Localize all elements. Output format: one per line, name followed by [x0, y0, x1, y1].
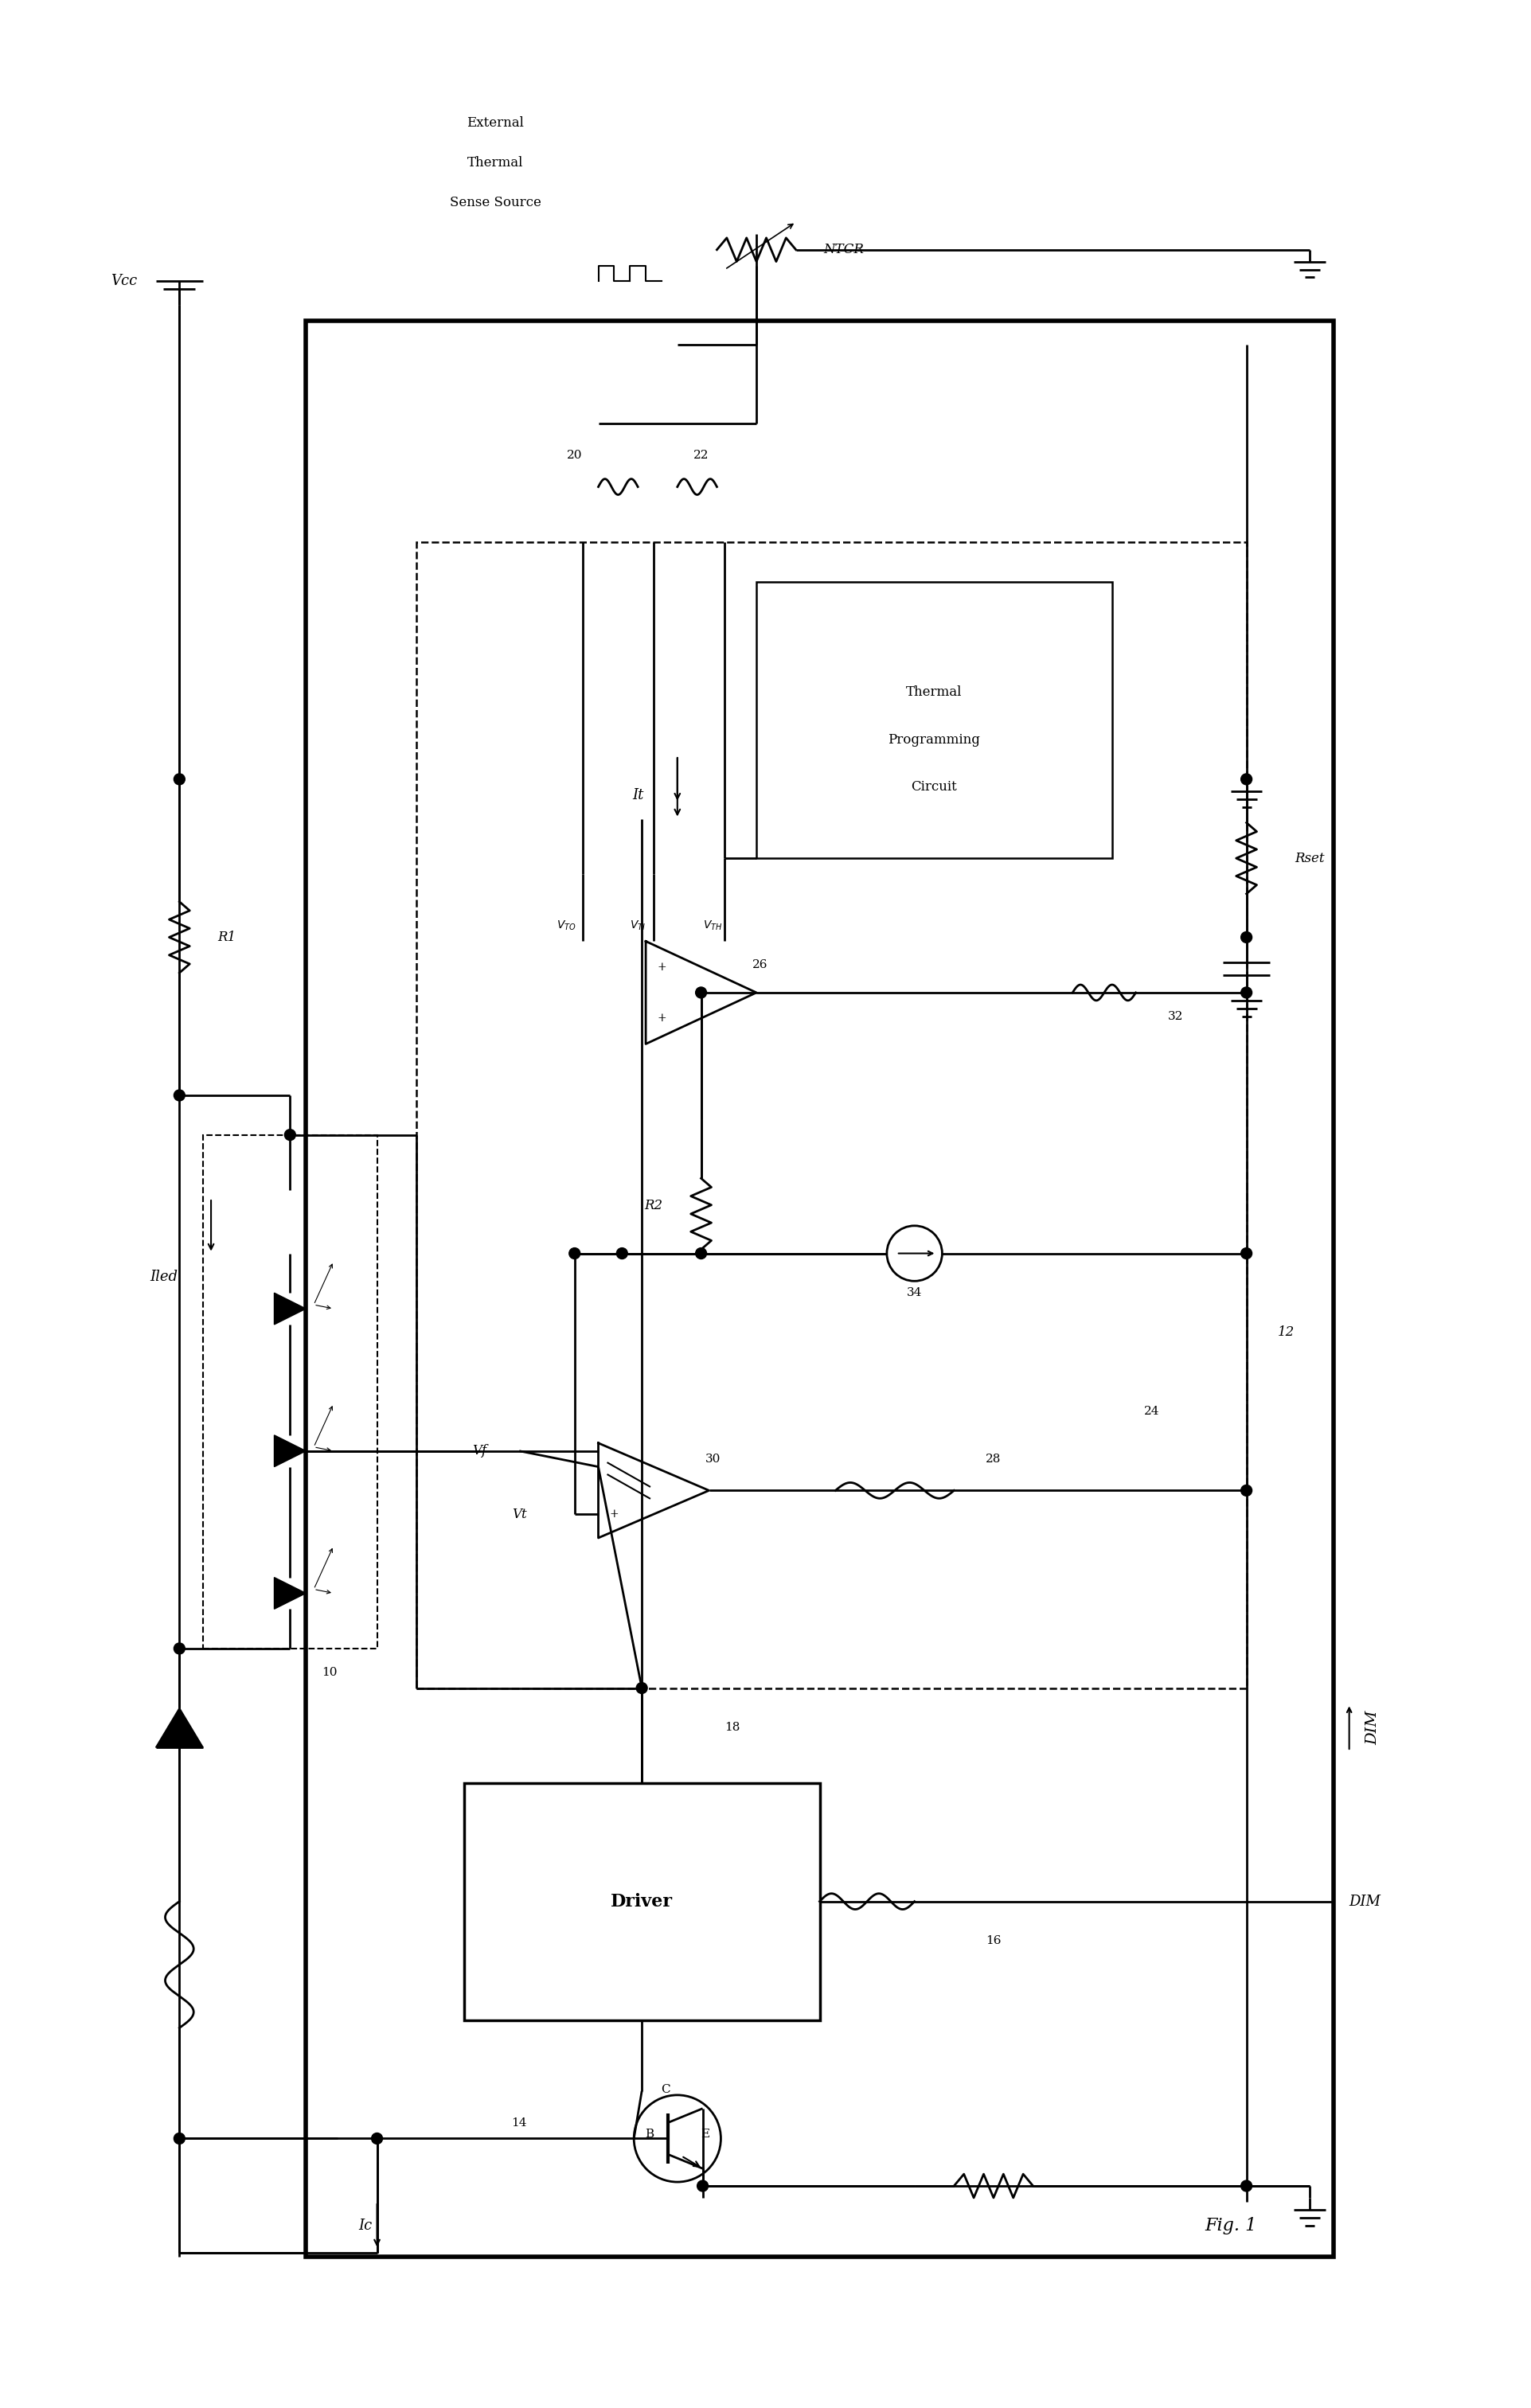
Bar	[416, 542, 1246, 1688]
Text: Vt: Vt	[511, 1507, 527, 1522]
Text: Thermal: Thermal	[906, 686, 963, 698]
Text: Rset: Rset	[1295, 852, 1324, 864]
Circle shape	[1242, 932, 1252, 944]
Circle shape	[175, 1642, 185, 1654]
Circle shape	[175, 2133, 185, 2143]
Text: 30: 30	[706, 1454, 721, 1464]
Text: B: B	[645, 2129, 654, 2141]
Polygon shape	[274, 1577, 306, 1609]
Text: External: External	[467, 116, 524, 130]
Circle shape	[285, 1445, 295, 1457]
Text: 32: 32	[1168, 1011, 1183, 1021]
Circle shape	[175, 773, 185, 785]
Circle shape	[695, 1247, 707, 1259]
Text: R2: R2	[645, 1199, 663, 1214]
Text: 10: 10	[322, 1666, 337, 1678]
Text: Driver: Driver	[611, 1893, 672, 1910]
Circle shape	[617, 1247, 628, 1259]
Circle shape	[570, 1247, 580, 1259]
Bar	[306, 320, 1334, 2256]
Circle shape	[637, 1683, 648, 1693]
Text: 22: 22	[694, 450, 709, 460]
Text: Iled: Iled	[150, 1269, 178, 1283]
Text: C: C	[661, 2083, 671, 2095]
Circle shape	[285, 1129, 295, 1141]
Polygon shape	[274, 1293, 306, 1324]
Circle shape	[1242, 1486, 1252, 1495]
Circle shape	[1242, 1247, 1252, 1259]
Text: NTCR: NTCR	[824, 243, 863, 258]
Text: Programming: Programming	[888, 732, 980, 746]
Text: Ic: Ic	[358, 2218, 372, 2232]
Text: 34: 34	[906, 1288, 922, 1298]
Text: +: +	[609, 1510, 619, 1519]
Text: DIM: DIM	[1349, 1895, 1381, 1910]
Text: Vcc: Vcc	[110, 275, 138, 289]
Text: Sense Source: Sense Source	[450, 195, 542, 209]
Polygon shape	[156, 1707, 204, 1748]
Text: R1: R1	[217, 929, 236, 944]
Bar	[204, 1134, 377, 1649]
Text: 16: 16	[986, 1936, 1001, 1946]
Text: 26: 26	[753, 958, 769, 970]
Bar	[756, 583, 1112, 857]
Text: It: It	[632, 787, 643, 802]
Text: Thermal: Thermal	[467, 157, 524, 169]
Circle shape	[1242, 2179, 1252, 2191]
Text: Vf: Vf	[473, 1445, 487, 1457]
Text: $V_{TH}$: $V_{TH}$	[703, 920, 723, 932]
Text: E: E	[701, 2129, 709, 2141]
Circle shape	[1242, 987, 1252, 999]
Polygon shape	[274, 1435, 306, 1466]
Circle shape	[695, 987, 707, 999]
Circle shape	[372, 2133, 383, 2143]
Text: 18: 18	[726, 1722, 741, 1734]
Text: DIM: DIM	[1366, 1710, 1379, 1746]
Text: +: +	[657, 1014, 666, 1023]
Text: 24: 24	[1144, 1406, 1159, 1416]
Circle shape	[697, 2179, 709, 2191]
Text: Circuit: Circuit	[911, 780, 957, 795]
Text: 14: 14	[511, 2117, 527, 2129]
Text: 28: 28	[986, 1454, 1001, 1464]
Text: 20: 20	[566, 450, 582, 460]
Text: 12: 12	[1277, 1327, 1294, 1339]
Text: $V_{TI}$: $V_{TI}$	[629, 920, 646, 932]
Text: $V_{TO}$: $V_{TO}$	[557, 920, 577, 932]
Text: +: +	[657, 961, 666, 973]
Circle shape	[1242, 773, 1252, 785]
Text: Fig. 1: Fig. 1	[1205, 2218, 1257, 2235]
Circle shape	[175, 1091, 185, 1100]
Bar	[464, 1782, 819, 2020]
